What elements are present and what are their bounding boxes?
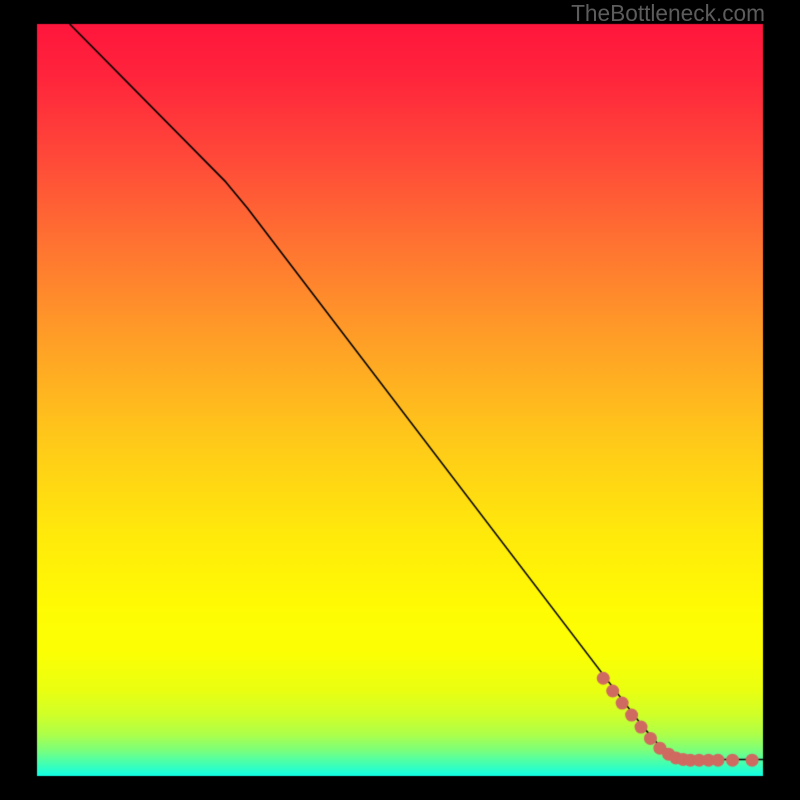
chart-canvas: [0, 0, 800, 800]
watermark-text: TheBottleneck.com: [571, 0, 765, 27]
chart-stage: TheBottleneck.com: [0, 0, 800, 800]
